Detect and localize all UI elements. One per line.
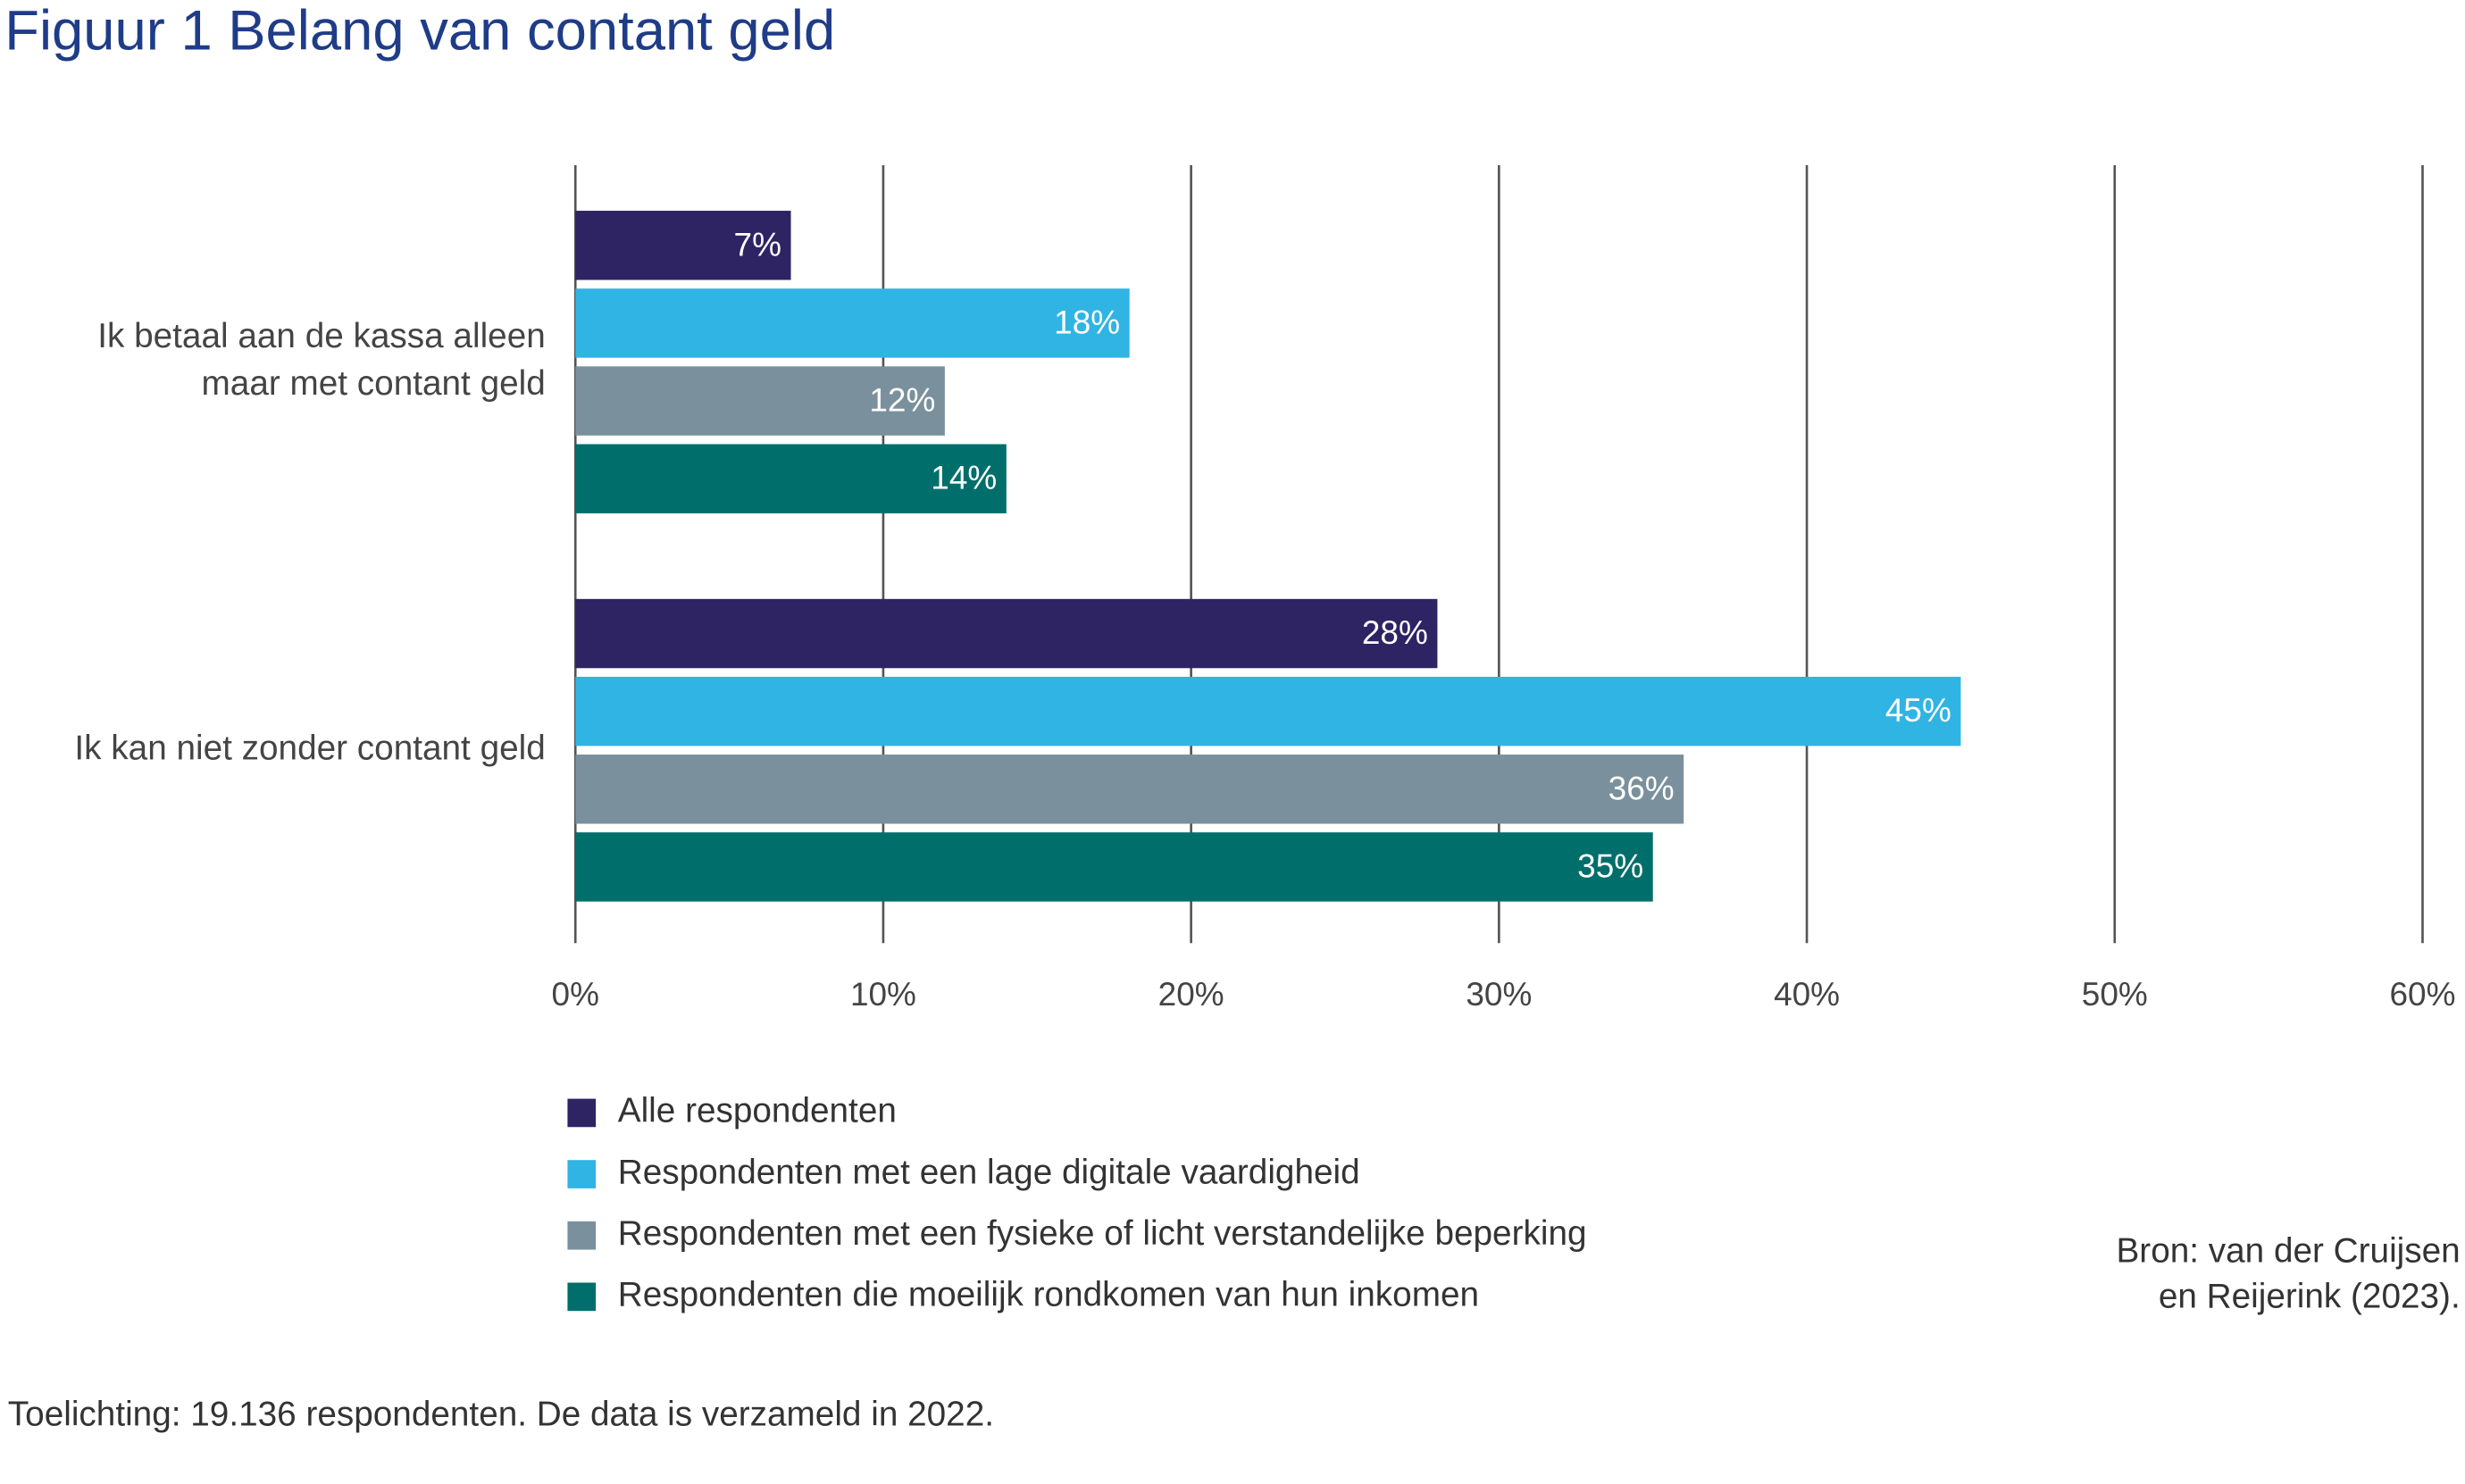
bar <box>575 832 1653 902</box>
x-tick-label: 20% <box>1158 976 1224 1013</box>
data-label: 7% <box>734 226 781 263</box>
bar <box>575 755 1684 824</box>
note: Toelichting: 19.136 respondenten. De dat… <box>8 1395 994 1433</box>
bar <box>575 288 1130 358</box>
x-tick-label: 60% <box>2389 976 2455 1013</box>
legend-label: Alle respondenten <box>618 1092 897 1130</box>
data-label: 36% <box>1609 770 1675 806</box>
x-tick-label: 10% <box>850 976 916 1013</box>
legend-swatch <box>567 1160 597 1188</box>
data-label: 18% <box>1054 304 1120 340</box>
legend-swatch <box>567 1098 597 1128</box>
chart-title: Figuur 1 Belang van contant geld <box>4 0 835 63</box>
x-tick-label: 50% <box>2082 976 2148 1013</box>
data-label: 12% <box>869 382 935 419</box>
x-tick-label: 0% <box>552 976 599 1013</box>
bar <box>575 444 1007 513</box>
bar <box>575 676 1961 746</box>
x-tick-label: 40% <box>1774 976 1840 1013</box>
bar <box>575 211 791 280</box>
legend-label: Respondenten die moeilijk rondkomen van … <box>618 1276 1479 1314</box>
source: Bron: van der Cruijsen <box>2116 1231 2460 1270</box>
data-label: 45% <box>1885 692 1951 729</box>
y-tick-label: Ik betaal aan de kassa alleen maar met co… <box>97 317 546 403</box>
data-label: 14% <box>931 460 997 496</box>
legend-label: Respondenten met een fysieke of licht ve… <box>618 1214 1587 1253</box>
source: en Reijerink (2023). <box>2159 1277 2461 1315</box>
bar <box>575 366 945 436</box>
data-label: 35% <box>1577 847 1643 884</box>
legend-swatch <box>567 1221 597 1250</box>
data-label: 28% <box>1362 614 1428 651</box>
legend-swatch <box>567 1282 597 1312</box>
bar <box>575 598 1438 669</box>
y-tick-label: Ik kan niet zonder contant geld <box>74 729 545 767</box>
x-tick-label: 30% <box>1466 976 1532 1013</box>
legend-label: Respondenten met een lage digitale vaard… <box>618 1153 1360 1191</box>
